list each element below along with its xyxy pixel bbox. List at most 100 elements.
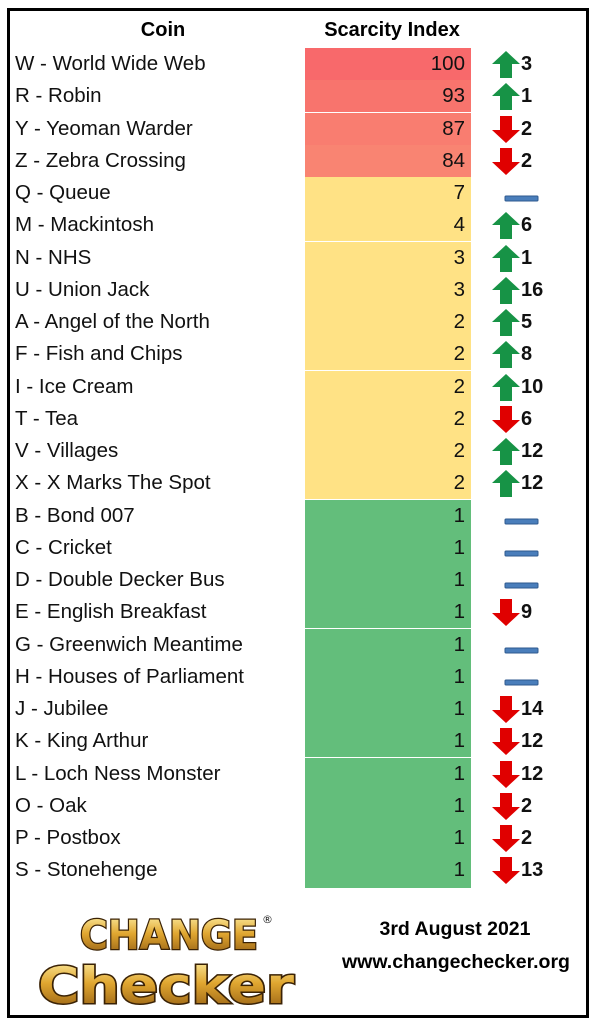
logo-word-checker: Checker [38, 957, 294, 1013]
scarcity-value: 1 [453, 858, 465, 882]
scarcity-value: 2 [453, 310, 465, 333]
table-row: A - Angel of the North 2 5 [10, 306, 586, 338]
logo-word-change: CHANGE [80, 913, 258, 959]
table-row: S - Stonehenge 1 13 [10, 854, 586, 889]
scarcity-value: 1 [453, 535, 465, 559]
position-change: 2 [521, 117, 533, 140]
arrow-down-icon [491, 405, 521, 433]
scarcity-value: 1 [453, 729, 465, 753]
scarcity-value: 1 [453, 664, 465, 688]
scarcity-value: 1 [453, 793, 465, 817]
table-row: F - Fish and Chips 2 8 [10, 338, 586, 371]
scarcity-value: 2 [453, 439, 465, 462]
position-change: 1 [521, 246, 533, 269]
coin-name: G - Greenwich Meantime [15, 632, 243, 656]
scarcity-cell-green: 1 [305, 789, 471, 822]
scarcity-value: 4 [453, 213, 465, 237]
scarcity-cell-red: 93 [305, 80, 471, 113]
table-row: I - Ice Cream 2 10 [10, 370, 586, 403]
position-change: 3 [521, 53, 533, 75]
table-row: O - Oak 1 2 [10, 789, 586, 822]
arrow-down-icon [491, 857, 521, 885]
coin-name: V - Villages [15, 439, 119, 462]
position-change: 12 [521, 762, 544, 785]
table-row: U - Union Jack 3 16 [10, 273, 586, 306]
scarcity-value: 1 [453, 697, 465, 720]
position-change: 1 [521, 85, 533, 108]
coin-name: S - Stonehenge [15, 858, 158, 882]
table-row: R - Robin 93 1 [10, 80, 586, 113]
arrow-down-icon [491, 825, 521, 852]
coin-name: I - Ice Cream [15, 374, 134, 398]
scarcity-value: 87 [442, 116, 465, 140]
table-row: E - English Breakfast 1 9 [10, 596, 586, 629]
scarcity-cell-yellow: 3 [305, 241, 471, 274]
table-row: M - Mackintosh 4 6 [10, 209, 586, 242]
arrow-up-icon [491, 276, 521, 304]
scarcity-cell-green: 1 [305, 854, 471, 889]
arrow-up-icon [491, 470, 521, 498]
scarcity-cell-red: 87 [305, 112, 471, 145]
scarcity-cell-green: 1 [305, 628, 471, 661]
scarcity-value: 7 [453, 181, 465, 204]
position-change: 16 [521, 278, 544, 301]
position-change: 5 [521, 311, 533, 333]
scarcity-cell-yellow: 2 [305, 338, 471, 371]
position-change: 12 [521, 730, 544, 753]
position-change: 10 [521, 375, 544, 398]
scarcity-value: 1 [453, 503, 465, 527]
table-row: Y - Yeoman Warder 87 2 [10, 112, 586, 145]
table-row: P - Postbox 1 2 [10, 822, 586, 854]
arrow-up-icon [491, 309, 521, 336]
arrow-up-icon [491, 438, 521, 465]
scarcity-value: 3 [453, 245, 465, 269]
table-row: D - Double Decker Bus 1 [10, 564, 586, 596]
position-change: 2 [521, 149, 533, 172]
coin-name: X - X Marks The Spot [15, 471, 211, 495]
table-row: J - Jubilee 1 14 [10, 693, 586, 725]
scarcity-value: 93 [442, 84, 465, 108]
coin-name: N - NHS [15, 245, 92, 269]
website-url[interactable]: www.changechecker.org [342, 951, 570, 973]
scarcity-cell-yellow: 2 [305, 467, 471, 500]
arrow-down-icon [491, 599, 521, 627]
position-change: 12 [521, 440, 544, 462]
coin-name: C - Cricket [15, 535, 112, 559]
position-change: 6 [521, 214, 533, 237]
coin-name: Y - Yeoman Warder [15, 116, 193, 140]
scarcity-cell-green: 1 [305, 757, 471, 790]
coin-name: J - Jubilee [15, 697, 109, 720]
scarcity-cell-yellow: 7 [305, 177, 471, 209]
table-row: N - NHS 3 1 [10, 241, 586, 274]
coin-name: T - Tea [15, 406, 79, 430]
position-change: 8 [521, 343, 533, 366]
table-row: V - Villages 2 12 [10, 435, 586, 467]
scarcity-cell-red: 84 [305, 144, 471, 177]
coin-name: P - Postbox [15, 826, 121, 849]
scarcity-cell-yellow: 2 [305, 370, 471, 403]
coin-name: E - English Breakfast [15, 600, 207, 624]
arrow-down-icon [491, 760, 521, 788]
scarcity-index-card: Coin Scarcity Index W - World Wide Web 10… [7, 8, 589, 1018]
arrow-down-icon [491, 147, 521, 175]
arrow-up-icon [491, 341, 521, 369]
coin-column-header: Coin [140, 19, 186, 41]
scarcity-value: 2 [453, 471, 465, 495]
scarcity-cell-yellow: 4 [305, 209, 471, 242]
no-change-icon [504, 545, 540, 557]
scarcity-value: 2 [453, 374, 465, 398]
coin-name: H - Houses of Parliament [15, 664, 245, 688]
arrow-up-icon [491, 83, 521, 111]
no-change-icon [504, 513, 540, 524]
no-change-icon [504, 190, 540, 202]
table-row: W - World Wide Web 100 3 [10, 48, 586, 80]
scarcity-cell-green: 1 [305, 693, 471, 725]
scarcity-cell-green: 1 [305, 822, 471, 854]
scarcity-value: 1 [453, 826, 465, 849]
scarcity-value: 3 [453, 277, 465, 301]
scarcity-cell-green: 1 [305, 564, 471, 596]
table-row: Q - Queue 7 [10, 177, 586, 209]
no-change-icon [504, 642, 540, 653]
table-row: G - Greenwich Meantime 1 [10, 628, 586, 661]
table-row: Z - Zebra Crossing 84 2 [10, 144, 586, 177]
